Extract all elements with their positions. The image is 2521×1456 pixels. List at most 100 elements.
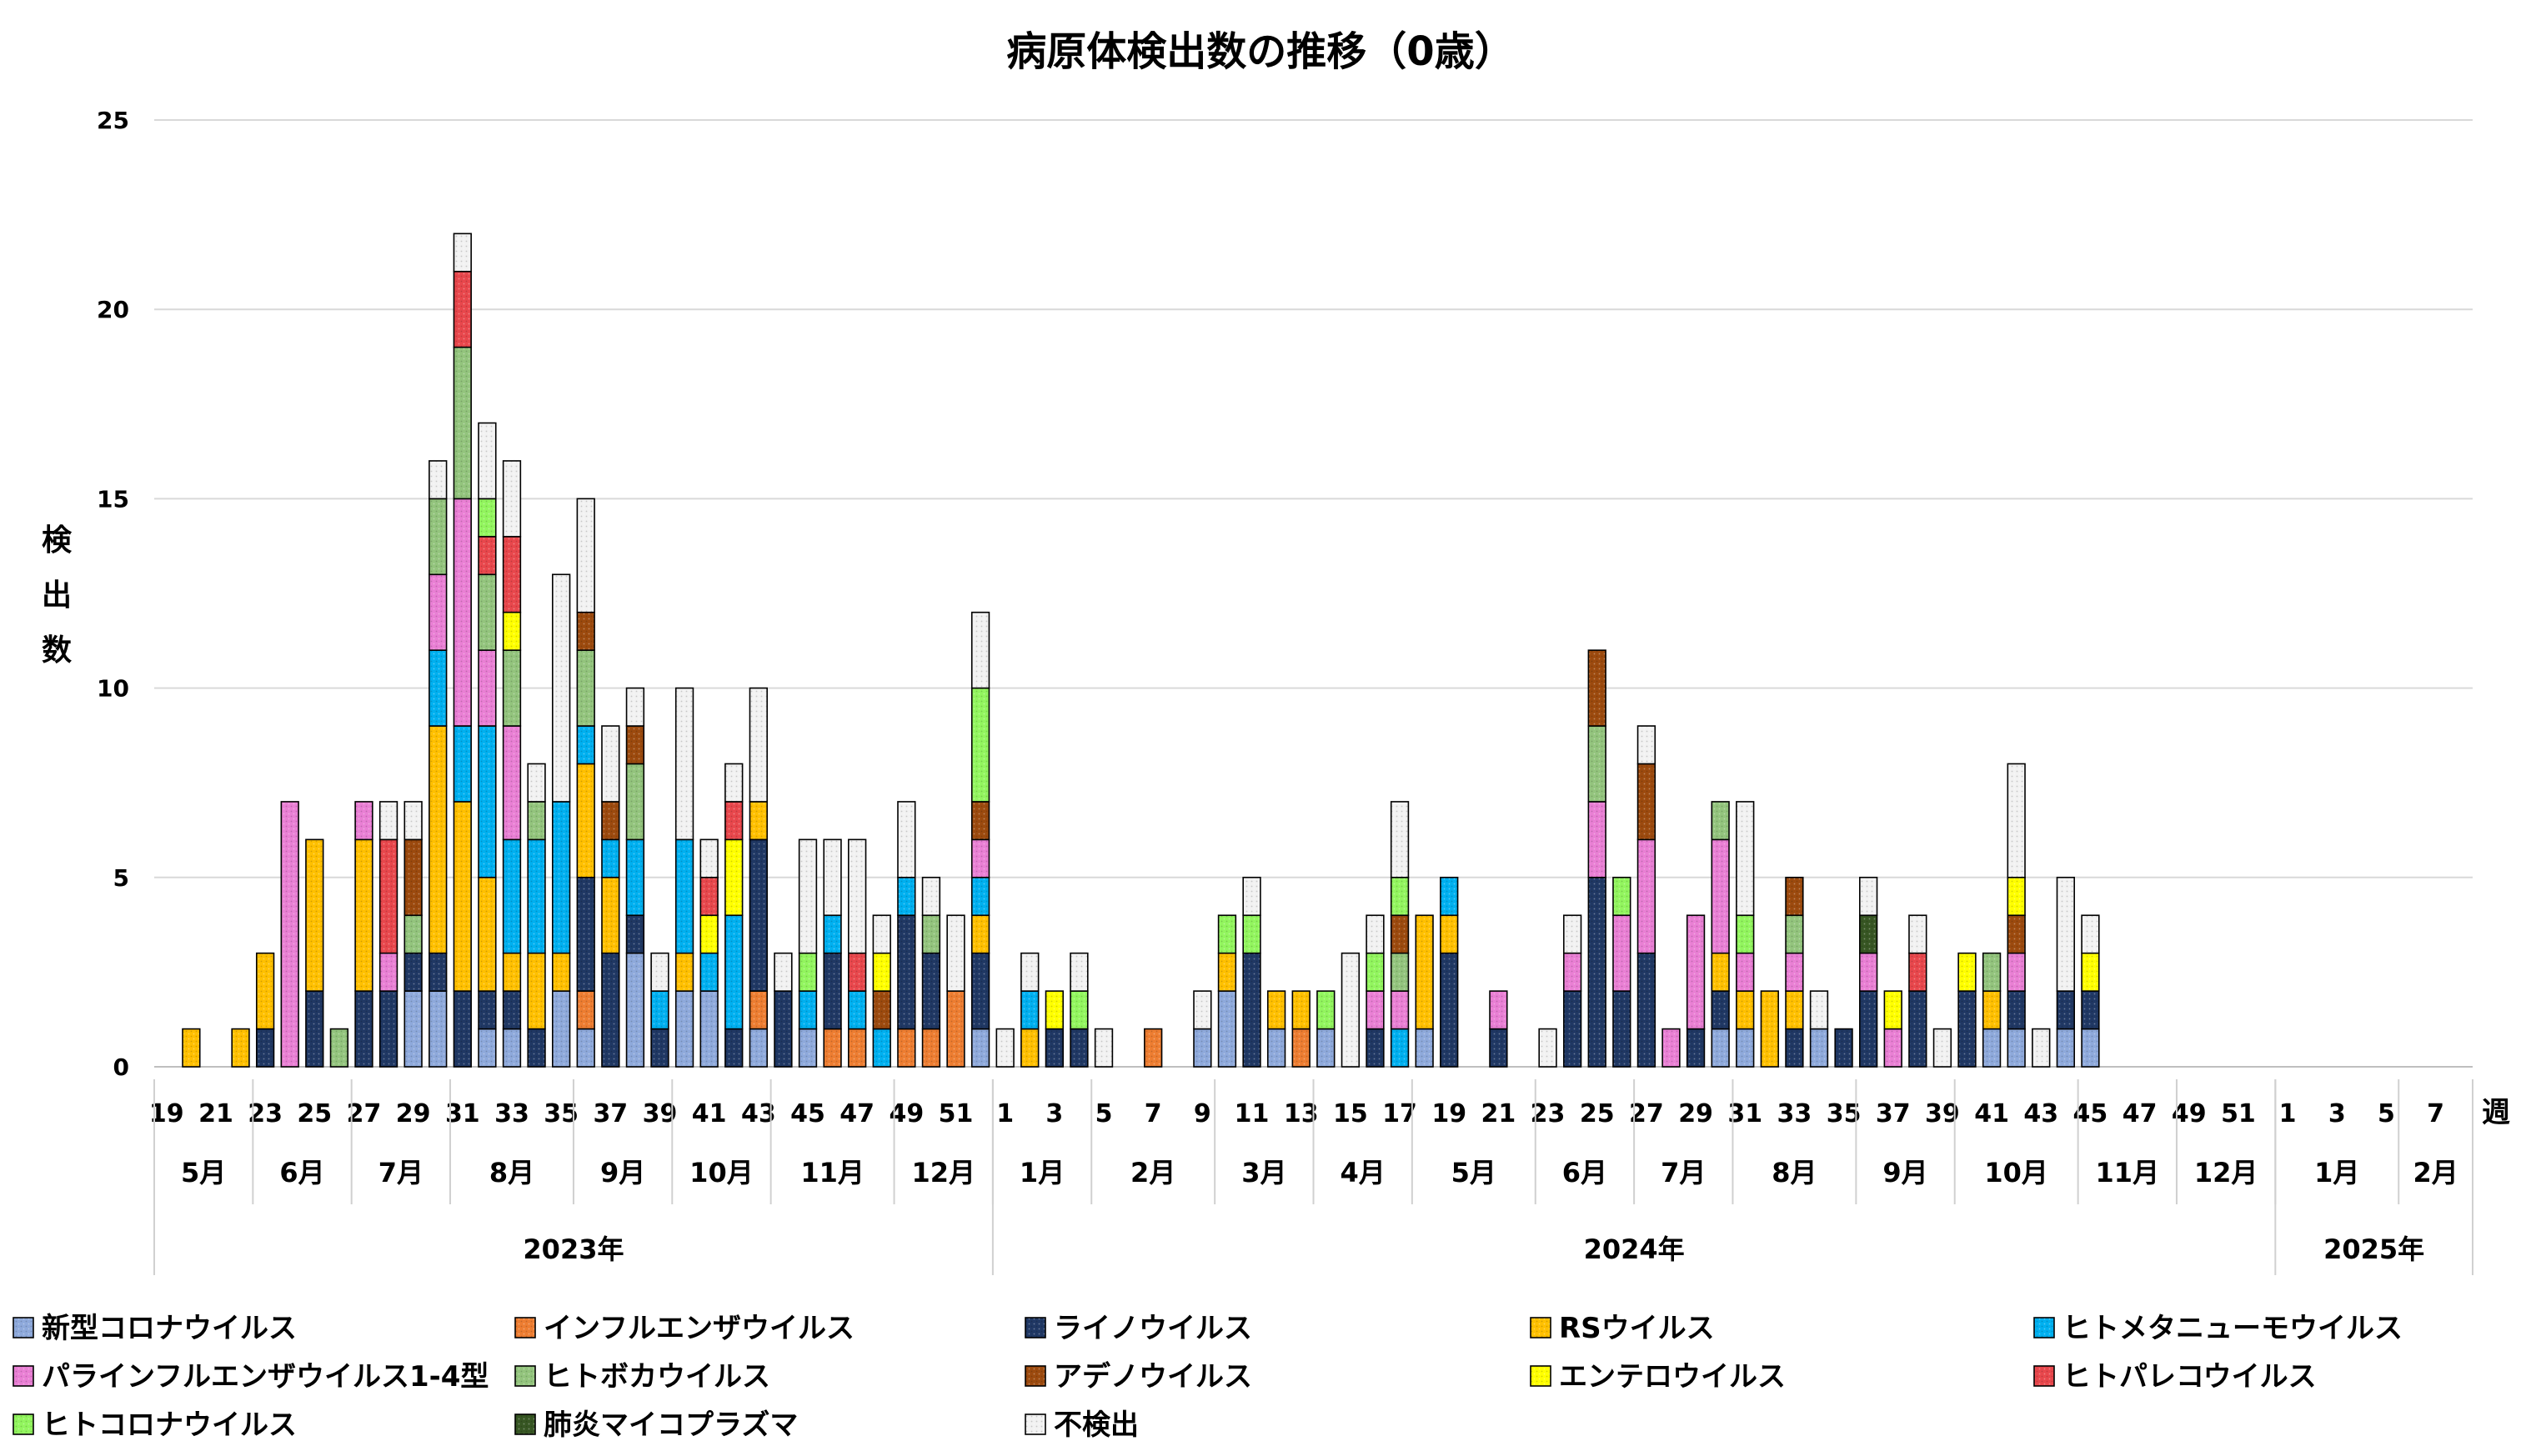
bar-segment [1785,877,1804,917]
bar-segment [403,801,423,841]
bar-segment [403,990,423,1068]
bar-segment [650,990,669,1030]
bar-segment [1587,725,1606,803]
x-week-label: 19 [1431,1099,1466,1128]
legend-swatch [13,1317,34,1338]
bar-segment [1489,1028,1508,1068]
bar-segment [1859,914,1878,954]
bar-segment [1686,914,1706,1030]
bar-segment [1266,1028,1286,1068]
bar-segment [1440,914,1459,954]
x-month-label: 2月 [1130,1157,1175,1188]
bar-segment [1242,877,1261,917]
bar-segment [453,498,472,727]
bar-segment [1636,725,1656,765]
bar-segment [1440,877,1459,917]
bar-segment [1736,952,1755,992]
legend-label: 肺炎マイコプラズマ [544,1408,798,1442]
bar-segment [2081,952,2100,992]
legend: 新型コロナウイルス インフルエンザウイルス ライノウイルス RSウイルス ヒトメタニュー… [13,1312,2403,1442]
x-week-label: 25 [297,1099,332,1128]
bar-segment [848,1028,867,1068]
bar-segment [1341,952,1361,1068]
legend-label: RSウイルス [1559,1312,1715,1345]
y-tick-label: 0 [113,1053,129,1081]
bar-segment [674,990,694,1068]
bar-segment [478,649,497,727]
bar-segment [1736,1028,1755,1068]
bar-segment [2056,990,2076,1030]
bar-segment [995,1028,1015,1068]
x-week-label: 29 [1678,1099,1713,1128]
bar-segment [305,838,324,992]
bar-segment [1957,990,1977,1068]
bar-segment [478,990,497,1030]
x-month-label: 8月 [1772,1157,1817,1188]
bar-segment [1883,990,1902,1030]
bar-segment [1809,990,1829,1030]
bar-segment [823,838,842,917]
bar-segment [429,460,448,500]
bar-segment [1785,1028,1804,1068]
bar-segment [378,801,398,841]
x-month-label: 12月 [911,1157,975,1188]
bar-segment [749,990,768,1030]
bar-segment [601,801,620,841]
bar-segment [724,763,744,803]
bar-segment [354,801,373,841]
bar-segment [1316,1028,1336,1068]
bar-segment [1636,952,1656,1068]
x-month-label: 11月 [800,1157,865,1188]
bar-segment [1440,952,1459,1068]
bar-segment [403,914,423,954]
chart-title: 病原体検出数の推移（0歳） [1006,28,1514,75]
bar-segment [1020,1028,1040,1068]
bar-segment [576,877,595,992]
x-week-label: 7 [2427,1099,2444,1128]
bar-segment [1711,838,1730,954]
bar-segment [429,498,448,576]
bar-segment [625,687,645,727]
bar-segment [453,725,472,803]
bar-segment [1390,1028,1410,1068]
bar-segment [1982,1028,2002,1068]
bar-segment [749,838,768,992]
bar-segment [378,952,398,992]
bar-segment [576,611,595,651]
bar-segment [872,990,891,1030]
bar-segment [872,952,891,992]
x-month-label: 6月 [279,1157,324,1188]
bar-segment [724,838,744,917]
bar-segment [576,649,595,727]
bar-segment [650,1028,669,1068]
legend-swatch [514,1413,536,1435]
x-month-label: 1月 [2314,1157,2359,1188]
bar-segment [798,952,818,992]
bar-segment [1217,914,1237,954]
bar-segment [429,952,448,992]
x-month-label: 2月 [2413,1157,2458,1188]
bar-segment [946,990,965,1068]
legend-label: インフルエンザウイルス [544,1312,855,1345]
x-week-label: 5 [1095,1099,1113,1128]
bar-segment [502,725,522,841]
bar-segment [724,914,744,1030]
bar-segment [1908,914,1927,954]
bar-segment [1094,1028,1114,1068]
bar-segment [378,990,398,1068]
bar-segment [1785,952,1804,992]
bar-segment [478,877,497,992]
y-tick-label: 10 [97,675,129,703]
bar-segment [601,725,620,803]
legend-label: 新型コロナウイルス [42,1312,297,1345]
legend-swatch [1530,1317,1551,1338]
y-tick-label: 20 [97,296,129,323]
bar-segment [1415,914,1434,1030]
bar-segment [1760,990,1779,1068]
bar-segment [551,801,571,954]
bar-segment [674,838,694,954]
bar-segment [699,914,719,954]
y-tick-label: 5 [113,864,129,892]
bar-segment [1390,952,1410,992]
bar-segment [2007,990,2026,1030]
